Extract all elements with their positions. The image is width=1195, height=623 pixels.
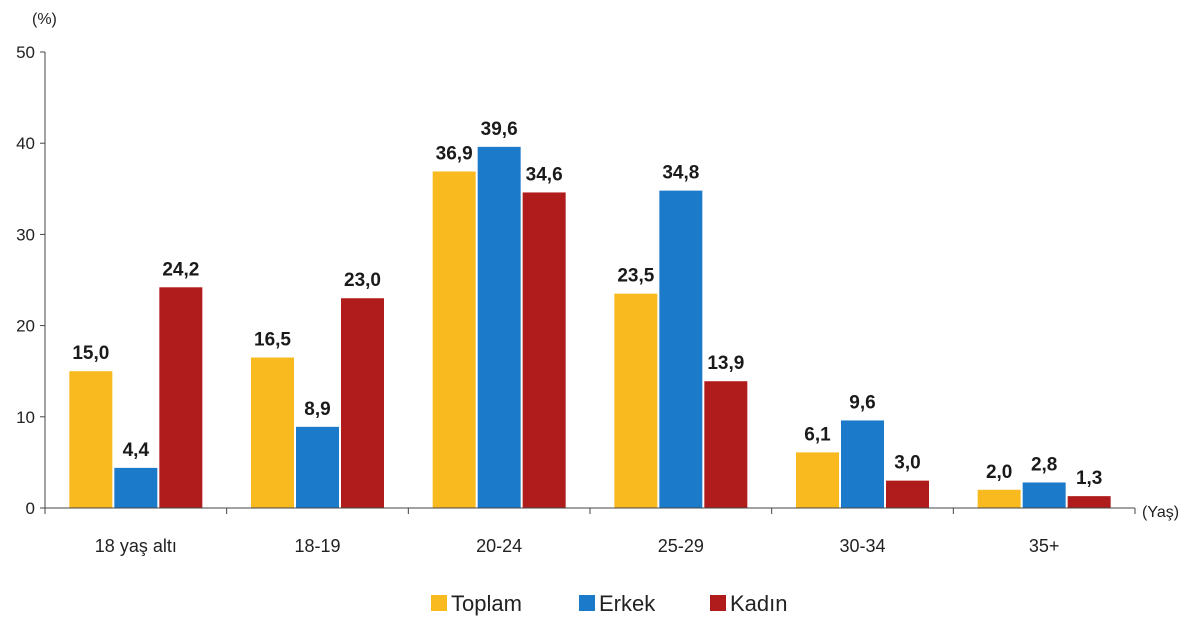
bar-toplam xyxy=(796,452,839,508)
data-label: 6,1 xyxy=(804,424,831,445)
data-label: 23,0 xyxy=(344,270,381,291)
bar-kadın xyxy=(1067,496,1111,508)
bar-toplam xyxy=(432,171,476,509)
y-tick-label: 30 xyxy=(16,225,35,244)
bar-erkek xyxy=(659,190,703,508)
legend-label-kadın: Kadın xyxy=(730,591,788,616)
y-tick-label: 40 xyxy=(16,134,35,153)
y-tick-label: 10 xyxy=(16,408,35,427)
bars: 15,0 4,4 24,2 16,5 8,9 23,0 36,9 39,6 34,6 23,5 34… xyxy=(69,119,1111,509)
bar-erkek xyxy=(477,146,521,508)
x-tick-label: 30-34 xyxy=(839,536,885,556)
data-label: 1,3 xyxy=(1076,468,1102,489)
bar-toplam xyxy=(614,293,658,508)
data-label: 3,0 xyxy=(894,453,920,474)
bar-kadın xyxy=(704,381,748,508)
bar-erkek xyxy=(841,420,884,508)
data-label: 13,9 xyxy=(707,353,744,374)
bar-kadın xyxy=(341,298,384,508)
data-label: 39,6 xyxy=(481,119,518,140)
data-label: 34,8 xyxy=(662,163,699,184)
legend-label-toplam: Toplam xyxy=(451,591,522,616)
bar-toplam xyxy=(251,357,294,508)
legend-swatch-toplam xyxy=(431,595,447,611)
legend-swatch-erkek xyxy=(579,595,595,611)
legend: Toplam Erkek Kadın xyxy=(431,591,788,616)
bar-kadın xyxy=(159,287,203,508)
x-tick-label: 20-24 xyxy=(476,536,522,556)
data-label: 2,8 xyxy=(1031,454,1057,475)
data-label: 15,0 xyxy=(72,343,109,364)
y-tick-label: 50 xyxy=(16,43,35,62)
data-label: 8,9 xyxy=(304,399,330,420)
x-tick-label: 18 yaş altı xyxy=(95,536,177,556)
bar-kadın xyxy=(886,480,929,508)
bar-erkek xyxy=(114,467,158,508)
legend-swatch-kadın xyxy=(710,595,726,611)
bar-erkek xyxy=(296,426,339,508)
bar-kadın xyxy=(522,192,566,508)
bar-toplam xyxy=(977,489,1021,508)
y-tick-label: 20 xyxy=(16,317,35,336)
x-tick-label: 18-19 xyxy=(294,536,340,556)
data-label: 4,4 xyxy=(123,440,150,461)
x-tick-label: 35+ xyxy=(1029,536,1060,556)
x-tick-label: 25-29 xyxy=(658,536,704,556)
y-tick-label: 0 xyxy=(26,499,35,518)
data-label: 34,6 xyxy=(526,164,563,185)
y-axis: 0 10 20 30 40 50 xyxy=(16,43,46,518)
data-label: 16,5 xyxy=(254,330,291,351)
y-axis-unit-label: (%) xyxy=(32,11,57,28)
bar-erkek xyxy=(1022,482,1066,508)
data-label: 24,2 xyxy=(162,259,199,280)
x-axis: 18 yaş altı 18-19 20-24 25-29 30-34 35+ xyxy=(44,507,1136,556)
bar-toplam xyxy=(69,371,113,508)
data-label: 23,5 xyxy=(617,266,654,287)
legend-label-erkek: Erkek xyxy=(599,591,656,616)
data-label: 9,6 xyxy=(849,392,875,413)
data-label: 2,0 xyxy=(986,462,1012,483)
x-axis-unit-label: (Yaş) xyxy=(1142,504,1179,521)
data-label: 36,9 xyxy=(436,143,473,164)
